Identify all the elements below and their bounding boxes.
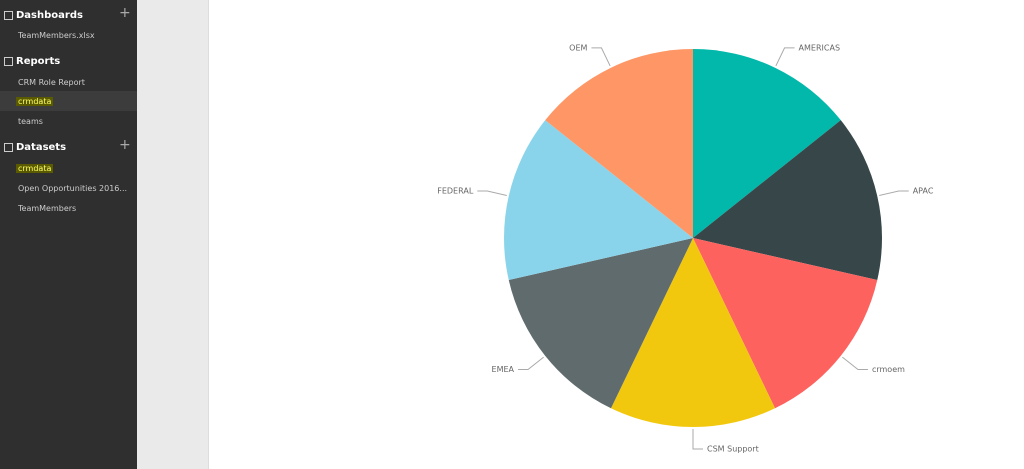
slice-label: CSM Support — [707, 445, 759, 454]
slice-label: APAC — [913, 187, 934, 196]
gutter — [137, 0, 209, 469]
pie-slice — [508, 238, 693, 409]
section-icon — [4, 142, 13, 152]
section-icon — [4, 10, 13, 20]
section-header[interactable]: Dashboards — [4, 6, 83, 24]
add-button[interactable]: + — [119, 137, 131, 153]
leader-line — [477, 190, 507, 196]
nav-item-label: teams — [18, 116, 43, 126]
slice-label: OEM — [569, 43, 587, 52]
leader-line — [591, 47, 611, 67]
nav-item[interactable]: crmdata — [0, 91, 137, 111]
section-icon — [4, 56, 13, 66]
nav-item-label: CRM Role Report — [18, 77, 85, 87]
nav-item-label: crmdata — [16, 96, 54, 106]
leader-line — [879, 190, 909, 196]
nav-item[interactable]: TeamMembers — [0, 198, 137, 218]
pie-slice — [693, 49, 841, 238]
slice-label: EMEA — [492, 365, 515, 374]
add-button[interactable]: + — [119, 5, 131, 21]
leader-line — [775, 47, 795, 67]
nav-item-label: crmdata — [16, 163, 54, 173]
nav-item-label: TeamMembers — [18, 203, 77, 213]
section-header[interactable]: Reports — [4, 52, 60, 70]
pie-slice — [693, 238, 878, 409]
slice-label: AMERICAS — [799, 43, 840, 52]
sidebar: Dashboards + TeamMembers.xlsx Reports CRM Ro… — [0, 0, 137, 469]
pie-slice — [545, 49, 693, 238]
nav-item[interactable]: teams — [0, 111, 137, 131]
section-header[interactable]: Datasets — [4, 138, 66, 156]
section-title: Dashboards — [16, 9, 83, 21]
slice-label: FEDERAL — [437, 187, 474, 196]
nav-item-label: TeamMembers.xlsx — [18, 30, 95, 40]
pie-slice — [504, 120, 693, 281]
leader-line — [518, 356, 544, 371]
nav-item[interactable]: CRM Role Report — [0, 72, 137, 92]
leader-line — [842, 356, 868, 371]
slice-label: crmoem — [872, 365, 905, 374]
nav-item-label: Open Opportunities 2016... — [18, 183, 128, 193]
pie-slice — [610, 238, 776, 427]
nav-item[interactable]: TeamMembers.xlsx — [0, 25, 137, 45]
pie-slice — [693, 120, 882, 281]
leader-line — [692, 429, 703, 450]
nav-item[interactable]: Open Opportunities 2016... — [0, 178, 137, 198]
section-title: Datasets — [16, 141, 67, 153]
nav-item[interactable]: crmdata — [0, 158, 137, 178]
section-title: Reports — [16, 55, 61, 67]
